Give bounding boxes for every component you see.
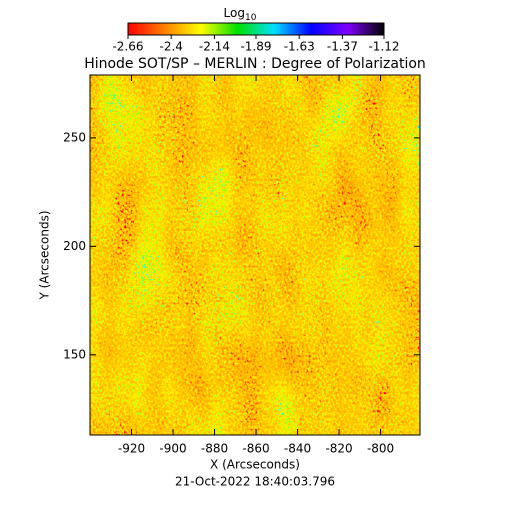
colorbar-tick-label: -1.63 [284,40,315,54]
colorbar-tick-label: -1.89 [240,40,271,54]
colorbar [127,22,385,36]
colorbar-tick-label: -1.37 [327,40,358,54]
x-tick-label: -860 [242,442,269,456]
heatmap-image [90,75,420,435]
x-tick-label: -820 [325,442,352,456]
x-tick-label: -840 [284,442,311,456]
y-axis-label: Y (Arcseconds) [38,210,52,300]
y-tick-label: 200 [63,239,86,253]
x-tick-label: -800 [367,442,394,456]
colorbar-tick-label: -2.4 [160,40,183,54]
timestamp: 21-Oct-2022 18:40:03.796 [175,475,335,489]
x-axis-label: X (Arcseconds) [210,458,300,472]
colorbar-tick-label: -2.14 [199,40,230,54]
colorbar-label: Log10 [224,6,257,23]
chart-title: Hinode SOT/SP – MERLIN : Degree of Polar… [84,56,426,72]
x-tick-label: -920 [118,442,145,456]
x-tick-label: -900 [159,442,186,456]
x-tick-label: -880 [201,442,228,456]
colorbar-tick-label: -1.12 [368,40,399,54]
y-tick-label: 150 [63,347,86,361]
y-tick-label: 250 [63,130,86,144]
plot-frame [89,74,421,436]
colorbar-tick-label: -2.66 [112,40,143,54]
